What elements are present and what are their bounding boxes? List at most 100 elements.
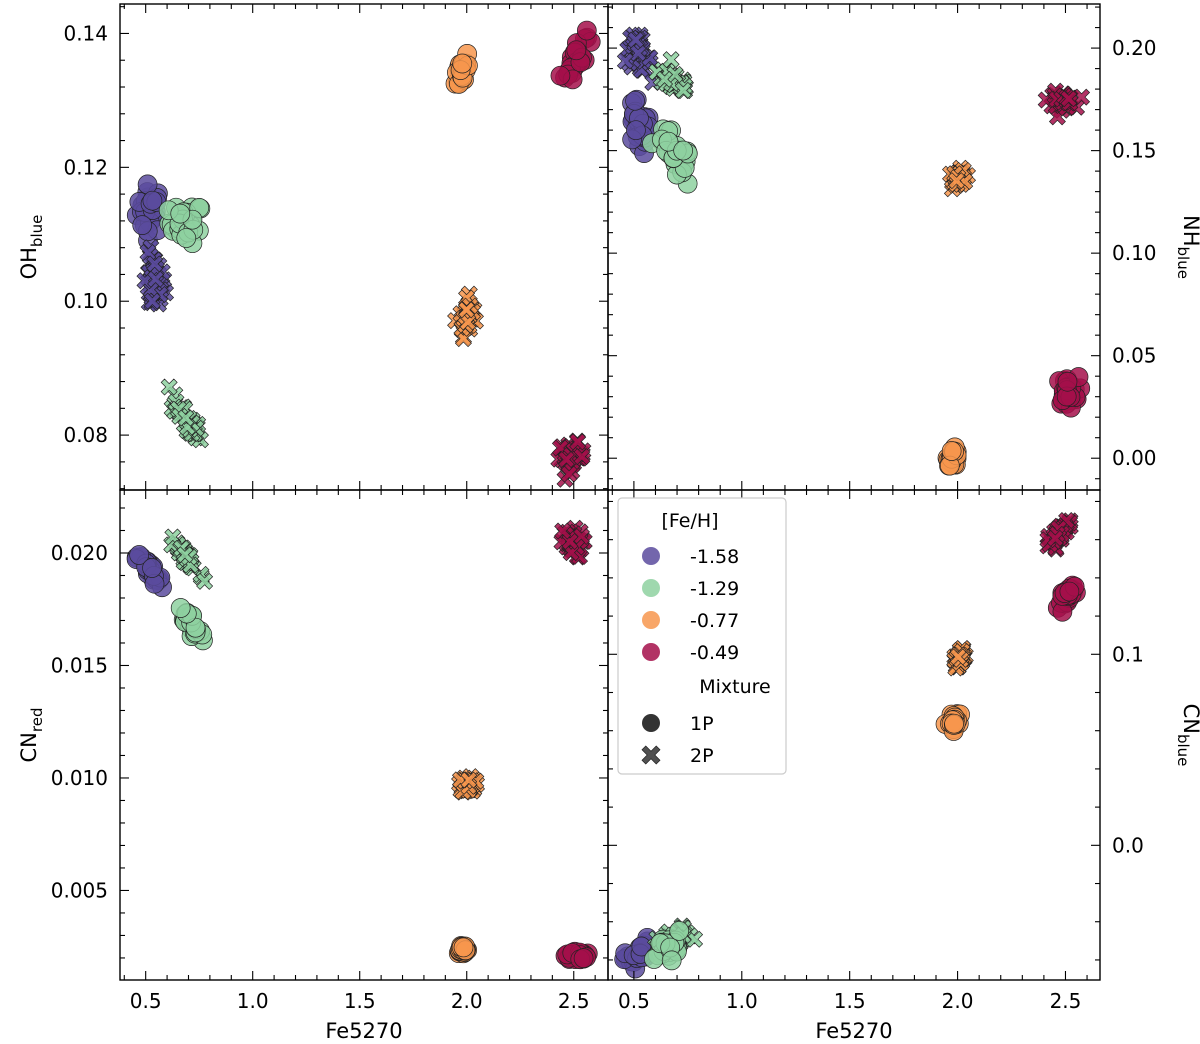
data-point-1p-feh-1.58	[132, 215, 153, 235]
y-axis-label: OHblue	[17, 215, 46, 280]
data-point-2p-feh-1.58	[146, 255, 164, 273]
data-point-1p-feh-0.49	[573, 948, 594, 969]
legend-frame	[617, 497, 787, 775]
legend-marker-2p	[641, 745, 661, 765]
data-point-1p-feh-0.77	[944, 713, 964, 734]
data-point-1p-feh-1.29	[661, 950, 682, 971]
data-point-1p-feh-1.58	[625, 90, 645, 111]
scatter-points	[616, 26, 1091, 476]
x-tick-label: 1.5	[344, 989, 376, 1013]
data-point-2p-feh-1.29	[160, 378, 178, 396]
data-point-2p-feh-1.29	[674, 81, 692, 99]
data-point-1p-feh-1.29	[673, 140, 694, 161]
y-tick-label: 0.1	[1112, 642, 1144, 666]
data-point-2p-feh-1.29	[666, 65, 684, 83]
data-point-1p-feh-1.58	[129, 545, 149, 565]
y-tick-label: 0.020	[51, 541, 108, 565]
y-tick-label: 0.10	[63, 289, 108, 313]
x-tick-label: 2.0	[942, 989, 974, 1013]
y-tick-label: 0.015	[51, 653, 108, 677]
data-point-1p-feh-1.29	[170, 203, 191, 224]
y-tick-label: 0.08	[63, 423, 108, 447]
data-point-2p-feh-0.49	[569, 433, 587, 451]
legend-marker-feh-1.29	[642, 579, 660, 597]
x-tick-label: 2.5	[558, 989, 590, 1013]
data-point-2p-feh-1.29	[176, 546, 194, 564]
x-tick-label: 1.5	[834, 989, 866, 1013]
data-point-1p-feh-1.29	[669, 921, 690, 941]
data-point-2p-feh-0.49	[554, 522, 572, 540]
panel-bottom-left: 0.005 0.010 0.015 0.020 0.5 1.0 1.5 2.0 2.5 Fe527…	[17, 489, 609, 1043]
data-point-1p-feh-0.49	[566, 40, 587, 61]
data-point-1p-feh-1.58	[626, 120, 646, 141]
x-axis-label: Fe5270	[325, 1019, 402, 1043]
legend-title: [Fe/H]	[661, 510, 718, 532]
data-point-2p-feh-1.29	[662, 51, 680, 69]
data-point-1p-feh-1.58	[631, 936, 652, 957]
scatter-points	[126, 519, 598, 970]
panel-frame	[607, 489, 1101, 981]
legend-marker-feh-0.77	[642, 611, 660, 629]
data-point-1p-feh-0.49	[1057, 371, 1078, 392]
legend-mixture-title: Mixture	[699, 676, 771, 698]
legend-label-feh-0.49: -0.49	[690, 642, 739, 664]
data-point-2p-feh-1.58	[629, 44, 647, 62]
data-point-1p-feh-1.58	[142, 558, 162, 578]
data-point-1p-feh-1.29	[658, 131, 679, 152]
data-point-2p-feh-1.29	[196, 572, 214, 590]
legend-label-feh-0.77: -0.77	[690, 610, 739, 632]
data-point-2p-feh-0.77	[459, 313, 477, 331]
scatter-points	[614, 512, 1086, 979]
y-tick-label: 0.005	[51, 878, 108, 902]
y-tick-label: 0.010	[51, 766, 108, 790]
y-axis-label: CNred	[17, 708, 46, 763]
data-point-1p-feh-1.29	[185, 617, 206, 638]
x-tick-label: 0.5	[618, 989, 650, 1013]
data-point-1p-feh-0.49	[550, 65, 571, 86]
y-tick-label: 0.20	[1112, 36, 1157, 60]
x-axis-label: Fe5270	[815, 1019, 892, 1043]
panel-top-right: 0.00 0.05 0.10 0.15 0.20 NHblue	[607, 3, 1200, 491]
data-point-1p-feh-1.29	[170, 598, 191, 618]
legend-marker-feh-1.58	[642, 547, 660, 565]
data-point-1p-feh-0.77	[453, 937, 474, 958]
y-tick-label: 0.15	[1112, 139, 1157, 163]
legend-label-feh-1.29: -1.29	[690, 578, 739, 600]
y-tick-label: 0.12	[63, 155, 108, 179]
legend-label-2p: 2P	[690, 745, 714, 767]
y-tick-label: 0.05	[1112, 344, 1157, 368]
y-axis-label: CNblue	[1174, 704, 1200, 767]
data-point-1p-feh-0.49	[576, 20, 597, 41]
data-point-2p-feh-0.49	[573, 448, 591, 466]
data-point-1p-feh-0.77	[941, 441, 962, 461]
x-tick-label: 0.5	[130, 989, 162, 1013]
data-point-2p-feh-1.29	[656, 70, 674, 88]
scatter-points	[126, 20, 601, 488]
data-point-2p-feh-1.58	[139, 243, 157, 261]
data-point-2p-feh-0.77	[948, 172, 966, 190]
legend-label-feh-1.58: -1.58	[690, 546, 739, 568]
data-point-2p-feh-0.77	[457, 301, 475, 319]
data-point-2p-feh-0.77	[949, 648, 967, 666]
legend-marker-feh-0.49	[642, 643, 660, 661]
y-tick-label: 0.14	[63, 21, 108, 45]
data-point-2p-feh-0.49	[557, 451, 575, 469]
data-point-1p-feh-0.49	[1059, 581, 1080, 602]
legend-label-1p: 1P	[690, 713, 714, 735]
data-point-2p-feh-0.49	[1046, 529, 1064, 547]
x-tick-label: 1.0	[237, 989, 269, 1013]
legend-marker-1p	[642, 714, 660, 732]
x-tick-label: 2.5	[1050, 989, 1082, 1013]
data-point-1p-feh-1.29	[176, 228, 197, 248]
data-point-1p-feh-0.77	[452, 53, 473, 74]
y-tick-label: 0.10	[1112, 241, 1157, 265]
panel-top-left: 0.08 0.10 0.12 0.14 OHblue	[17, 3, 609, 491]
y-tick-label: 0.0	[1112, 833, 1144, 857]
x-tick-label: 2.0	[451, 989, 483, 1013]
data-point-2p-feh-0.49	[1060, 90, 1078, 108]
data-point-2p-feh-1.58	[143, 292, 161, 310]
data-point-1p-feh-1.58	[142, 190, 163, 211]
data-point-2p-feh-0.49	[560, 465, 578, 483]
panel-bottom-right: 0.0 0.1 0.5 1.0 1.5 2.0 2.5 Fe5270 CNblue	[607, 489, 1200, 1043]
